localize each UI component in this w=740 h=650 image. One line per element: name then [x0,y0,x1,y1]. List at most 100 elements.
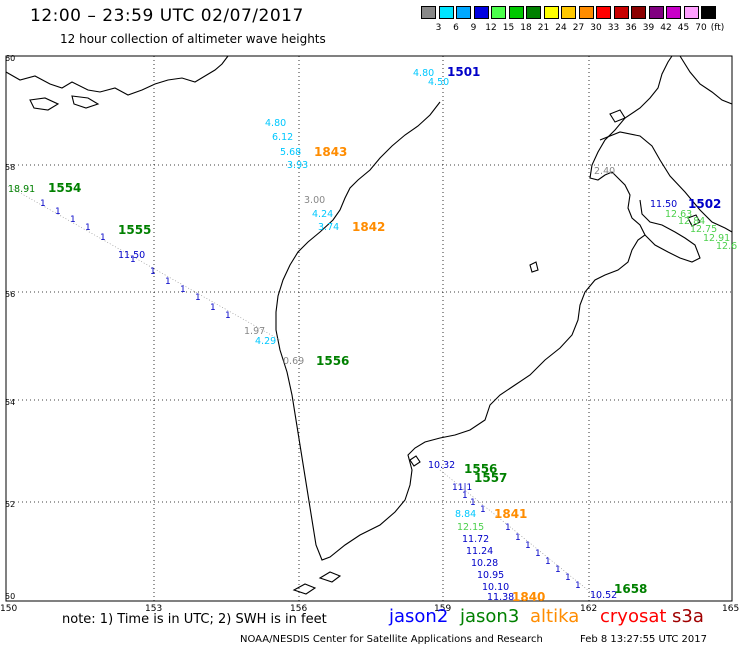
satellite-name: jason2 [389,606,449,627]
legend-s3a: s3a [672,606,704,627]
longitude-labels: 150 153 156 159 162 165 [0,604,739,614]
svg-text:1: 1 [210,303,216,313]
swh-value: 10.10 [482,582,509,593]
svg-text:1: 1 [575,581,581,591]
svg-text:11|1: 11|1 [452,483,472,493]
legend-label: 3 [435,23,442,33]
legend-label: 15 [502,23,515,33]
map-subtitle: 12 hour collection of altimeter wave hei… [60,32,326,46]
pass-number: 1556 [464,462,497,476]
lon-label: 150 [0,604,17,614]
legend-swatch [491,6,506,19]
swh-value: 11.24 [466,546,493,557]
swh-value: 0.69 [283,356,304,367]
svg-text:1: 1 [180,285,186,295]
legend-swatch [438,6,454,19]
legend-label: 18 [520,23,532,33]
legend-swatch [456,6,471,19]
pass-number: 1501 [447,65,480,79]
legend-label: 70 [695,23,707,33]
legend-label: 39 [642,23,655,33]
svg-text:1: 1 [130,255,136,265]
latitude-labels: 60 58 56 54 52 50 [5,54,15,601]
svg-text:1: 1 [565,573,571,583]
satellite-name: cryosat [600,606,667,627]
satellite-name: altika [530,606,580,627]
svg-text:1: 1 [225,311,231,321]
legend-swatch [526,6,541,19]
lat-label: 56 [5,290,15,299]
pass-number: 1557 [474,471,507,485]
lat-lon-grid [6,56,732,601]
swh-value: 12.6 [716,241,737,252]
swh-value: 4.29 [255,336,276,347]
legend-label: 21 [537,23,550,33]
swh-value: 3.93 [287,160,308,171]
swh-value: 6.12 [272,132,293,143]
swh-value: 10.28 [471,558,498,569]
legend-label: 27 [572,23,585,33]
swh-value: 12.84 [678,216,705,227]
svg-text:1: 1 [150,267,156,277]
legend-unit: (ft) [710,23,725,33]
swh-value: 5.68 [280,147,301,158]
legend-swatch [508,6,524,19]
lat-label: 54 [5,398,15,407]
swh-value: 10.32 [428,460,455,471]
legend-swatch [543,6,559,19]
swh-value: 11.50 [118,250,145,261]
legend-label: 30 [590,23,602,33]
legend-swatch [631,6,646,19]
legend-swatch [683,6,699,19]
pass-number: 1502 [688,197,721,211]
swh-value: 11.38 [487,592,514,603]
legend-label: 6 [453,23,459,33]
pass-labels: 1501 1843 1842 1554 1555 1556 1502 1556 … [48,65,721,604]
svg-text:1: 1 [55,207,61,217]
lon-label: 165 [722,604,739,614]
svg-text:1: 1 [505,523,511,533]
swh-value: 4.80 [413,68,434,79]
satellite-tracks [7,185,601,601]
swh-value: 1.97 [244,326,265,337]
legend-altika: altika [530,606,579,627]
swh-value: 4.80 [265,118,286,129]
lat-label: 58 [5,163,15,172]
svg-text:1: 1 [100,233,106,243]
pass-number: 1842 [352,220,385,234]
legend-label: 36 [625,23,637,33]
legend-swatch [421,6,436,19]
svg-text:1: 1 [480,505,486,515]
legend-label: 45 [677,23,690,33]
swh-value: 8.84 [455,509,476,520]
satellite-name: s3a [672,606,704,627]
legend-swatch [701,6,716,19]
pass-number: 1658 [614,582,647,596]
swh-value: 3.00 [304,195,325,206]
legend-jason3: jason3 [460,606,519,627]
generated-timestamp: Feb 8 13:27:55 UTC 2017 [580,634,707,645]
legend-jason2: jason2 [389,606,448,627]
pass-number: 1843 [314,145,347,159]
credit-line: NOAA/NESDIS Center for Satellite Applica… [240,634,543,645]
swh-value: 4.50 [428,77,449,88]
legend-swatch [666,6,681,19]
legend-swatch [578,6,594,19]
legend-label: 24 [555,23,567,33]
lon-label: 159 [434,604,451,614]
svg-text:1: 1 [195,293,201,303]
legend-swatch [561,6,576,19]
svg-text:1: 1 [165,277,171,287]
swh-value: 12.15 [457,522,484,533]
svg-text:1: 1 [545,557,551,567]
lon-label: 153 [145,604,162,614]
lon-label: 162 [580,604,597,614]
svg-text:1: 1 [555,565,561,575]
pass-number: 1554 [48,181,81,195]
swh-value: 3.74 [318,222,339,233]
map-frame [5,55,733,602]
swh-value: 4.24 [312,209,333,220]
lat-label: 52 [5,500,15,509]
map-title: 12:00 – 23:59 UTC 02/07/2017 [30,6,304,26]
